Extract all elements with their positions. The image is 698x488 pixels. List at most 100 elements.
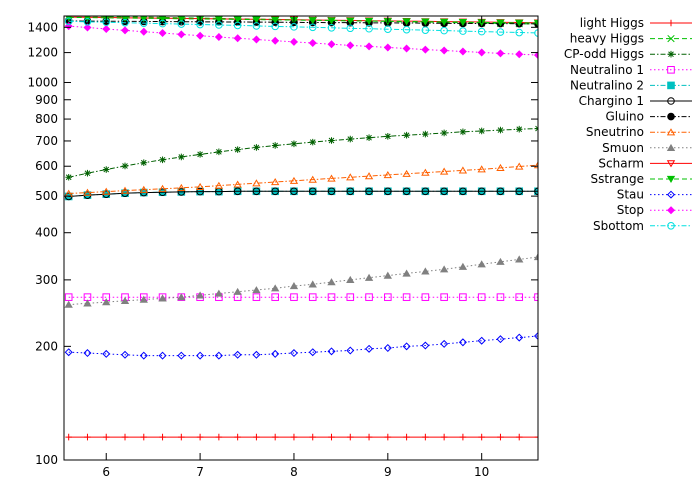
data-point-stau bbox=[496, 335, 505, 344]
data-point-sneutrino bbox=[214, 181, 224, 189]
data-point-neutralino-1 bbox=[496, 293, 505, 301]
legend-item-stau: Stau bbox=[617, 188, 692, 202]
data-point-chargino-1 bbox=[402, 187, 411, 196]
data-point-light-higgs bbox=[403, 433, 410, 441]
data-point-sstrange bbox=[233, 16, 242, 24]
data-point-stau bbox=[233, 350, 242, 359]
data-point-sbottom bbox=[233, 21, 242, 30]
data-point-neutralino-1 bbox=[402, 293, 411, 301]
data-point-smuon bbox=[289, 282, 299, 290]
data-point-light-higgs bbox=[253, 433, 260, 441]
y-tick-label: 1000 bbox=[27, 75, 58, 89]
data-point-sneutrino bbox=[83, 188, 92, 196]
data-point-stau bbox=[533, 332, 538, 341]
data-point-sstrange bbox=[439, 18, 449, 26]
legend-marker-sstrange bbox=[666, 175, 676, 183]
data-point-cp-odd-higgs bbox=[215, 148, 223, 156]
y-tick-label: 1400 bbox=[27, 20, 58, 34]
data-point-sbottom bbox=[346, 24, 355, 33]
data-point-sbottom bbox=[477, 27, 486, 36]
data-point-chargino-1 bbox=[308, 187, 317, 196]
data-point-sbottom bbox=[496, 28, 505, 36]
data-point-cp-odd-higgs bbox=[121, 162, 129, 170]
data-point-smuon bbox=[533, 253, 538, 261]
data-point-stop bbox=[533, 51, 538, 60]
data-point-sbottom bbox=[308, 23, 317, 32]
data-point-stop bbox=[383, 43, 392, 52]
legend-label: heavy Higgs bbox=[570, 32, 644, 46]
data-point-stau bbox=[346, 346, 355, 355]
data-point-sstrange bbox=[121, 16, 129, 23]
data-point-stop bbox=[158, 29, 167, 38]
data-point-sneutrino bbox=[308, 175, 317, 183]
series-sneutrino bbox=[64, 161, 538, 197]
data-point-smuon bbox=[233, 287, 242, 295]
series-sstrange bbox=[65, 16, 538, 27]
data-point-chargino-1 bbox=[271, 187, 279, 196]
series-line-sneutrino bbox=[68, 164, 538, 194]
data-point-cp-odd-higgs bbox=[159, 156, 166, 164]
data-point-light-higgs bbox=[384, 433, 392, 441]
data-point-cp-odd-higgs bbox=[440, 129, 448, 137]
data-point-cp-odd-higgs bbox=[346, 135, 354, 143]
series-line-stop bbox=[68, 25, 538, 56]
data-point-sneutrino bbox=[421, 168, 430, 176]
data-point-chargino-1 bbox=[534, 187, 538, 196]
data-point-light-higgs bbox=[328, 433, 335, 441]
data-point-smuon bbox=[346, 275, 355, 284]
data-point-chargino-1 bbox=[515, 187, 524, 196]
data-point-neutralino-1 bbox=[64, 293, 73, 301]
data-point-stau bbox=[252, 350, 261, 359]
data-point-sbottom bbox=[459, 27, 467, 35]
data-point-cp-odd-higgs bbox=[84, 169, 91, 177]
data-point-light-higgs bbox=[422, 433, 429, 441]
series-smuon bbox=[64, 253, 538, 308]
data-point-sbottom bbox=[515, 28, 524, 37]
legend-label: Sneutrino bbox=[586, 125, 644, 139]
data-point-cp-odd-higgs bbox=[365, 134, 373, 142]
data-point-sneutrino bbox=[102, 187, 111, 195]
series-line-neutralino-2 bbox=[68, 190, 538, 197]
legend-item-light-higgs: light Higgs bbox=[580, 16, 692, 30]
data-point-stop bbox=[402, 44, 411, 53]
data-point-neutralino-1 bbox=[440, 293, 448, 301]
legend-marker-stau bbox=[666, 190, 676, 199]
data-point-neutralino-1 bbox=[477, 293, 486, 301]
data-point-neutralino-1 bbox=[459, 293, 467, 301]
data-point-cp-odd-higgs bbox=[384, 133, 392, 140]
data-point-stop bbox=[421, 45, 430, 54]
data-point-cp-odd-higgs bbox=[515, 125, 523, 133]
data-point-light-higgs bbox=[478, 433, 485, 441]
data-point-stop bbox=[271, 36, 280, 45]
data-point-smuon bbox=[496, 257, 505, 265]
legend-item-chargino-1: Chargino 1 bbox=[579, 94, 692, 108]
series-line-stau bbox=[68, 335, 538, 357]
data-point-cp-odd-higgs bbox=[253, 144, 260, 151]
data-point-neutralino-1 bbox=[421, 293, 430, 301]
data-point-sstrange bbox=[140, 16, 148, 23]
data-point-light-higgs bbox=[178, 433, 185, 441]
legend-item-sneutrino: Sneutrino bbox=[586, 125, 692, 139]
data-point-smuon bbox=[139, 295, 148, 303]
y-tick-label: 100 bbox=[35, 453, 58, 467]
data-point-sneutrino bbox=[496, 163, 505, 172]
data-point-sbottom bbox=[158, 19, 167, 28]
data-point-sneutrino bbox=[383, 170, 392, 179]
data-point-stau bbox=[158, 351, 167, 360]
data-point-stau bbox=[139, 351, 148, 360]
data-point-smuon bbox=[402, 269, 411, 277]
legend-label: Neutralino 1 bbox=[570, 63, 644, 77]
legend-label: Chargino 1 bbox=[579, 94, 644, 108]
data-point-smuon bbox=[177, 293, 186, 301]
data-point-light-higgs bbox=[102, 433, 110, 441]
legend-label: Stop bbox=[617, 203, 644, 217]
legend-marker-heavy-higgs bbox=[667, 34, 675, 43]
series-neutralino-2 bbox=[64, 187, 538, 201]
data-point-light-higgs bbox=[346, 433, 354, 441]
data-point-sneutrino bbox=[252, 179, 261, 187]
data-point-light-higgs bbox=[140, 433, 148, 441]
legend-item-smuon: Smuon bbox=[602, 141, 692, 155]
x-tick-label: 9 bbox=[384, 465, 392, 479]
data-point-cp-odd-higgs bbox=[234, 146, 241, 153]
legend-label: Sstrange bbox=[591, 172, 644, 186]
